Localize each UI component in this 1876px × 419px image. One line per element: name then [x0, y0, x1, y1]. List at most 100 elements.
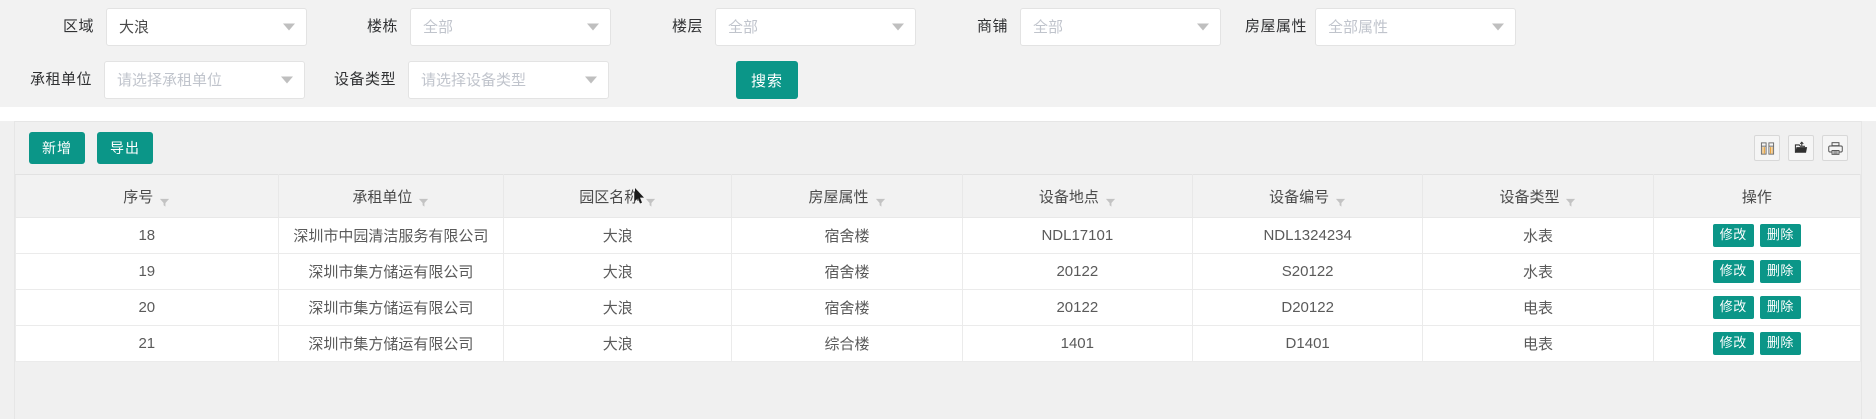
column-header-device_no[interactable]: 设备编号	[1191, 174, 1424, 218]
table-row[interactable]: 19 深圳市集方储运有限公司 大浪 宿舍楼 20122 S20122 水表 修改 删除	[15, 253, 1862, 290]
chevron-down-icon	[892, 23, 904, 30]
select-text: 全部属性	[1328, 19, 1389, 36]
select-text: 全部	[423, 19, 454, 36]
select-text: 请选择承租单位	[117, 72, 223, 89]
edit-button[interactable]: 修改	[1712, 224, 1754, 247]
add-button[interactable]: 新增	[29, 132, 85, 164]
select-text: 请选择设备类型	[421, 72, 527, 89]
column-header-label: 园区名称	[579, 188, 640, 206]
cell-tenant: 深圳市集方储运有限公司	[277, 253, 505, 290]
filter-funnel-icon[interactable]	[645, 195, 656, 207]
filter-funnel-icon[interactable]	[1335, 195, 1346, 207]
export-button[interactable]: 导出	[97, 132, 153, 164]
table-row[interactable]: 21 深圳市集方储运有限公司 大浪 综合楼 1401 D1401 电表 修改 删除	[15, 325, 1862, 362]
delete-button[interactable]: 删除	[1759, 224, 1801, 247]
filter-funnel-icon[interactable]	[159, 195, 170, 207]
edit-button[interactable]: 修改	[1712, 260, 1754, 283]
column-header-label: 操作	[1741, 188, 1772, 206]
cell-seq: 20	[15, 289, 279, 326]
table-row[interactable]: 20 深圳市集方储运有限公司 大浪 宿舍楼 20122 D20122 电表 修改 删除	[15, 289, 1862, 326]
search-button[interactable]: 搜索	[736, 61, 799, 99]
select-区域[interactable]: 大浪	[106, 7, 307, 46]
column-header-actions[interactable]: 操作	[1652, 174, 1862, 218]
panel-card-divider	[0, 107, 1876, 121]
filter-row-1: 区域 大浪 楼栋 全部 楼层 全部 商铺 全部 房屋属性 全部属性	[0, 0, 1876, 53]
cell-tenant: 深圳市集方储运有限公司	[277, 289, 505, 326]
filter-field-房屋属性: 房屋属性 全部属性	[1245, 0, 1516, 53]
filter-field-区域: 区域 大浪	[46, 0, 307, 53]
header-inner: 序号	[123, 186, 170, 207]
cell-park: 大浪	[503, 253, 733, 290]
table-header-row: 序号 承租单位 园区名称 房屋属性 设备地点 设备编号 设备类型 操作	[15, 174, 1862, 218]
delete-button[interactable]: 删除	[1759, 260, 1801, 283]
select-楼层[interactable]: 全部	[715, 7, 916, 46]
delete-button[interactable]: 删除	[1759, 332, 1801, 355]
column-header-label: 承租单位	[352, 188, 413, 206]
filter-funnel-icon[interactable]	[1565, 195, 1576, 207]
cell-house_type: 宿舍楼	[731, 289, 963, 326]
chevron-down-icon	[283, 23, 295, 30]
select-设备类型[interactable]: 请选择设备类型	[408, 60, 609, 99]
toolbar-icon-group	[1754, 135, 1848, 161]
header-inner: 设备编号	[1269, 186, 1346, 207]
cell-location: 20122	[961, 253, 1193, 290]
filter-field-楼层: 楼层 全部	[655, 0, 916, 53]
header-inner: 设备类型	[1499, 186, 1576, 207]
cell-house_type: 宿舍楼	[731, 253, 963, 290]
cell-device_type: 水表	[1422, 217, 1654, 254]
column-header-label: 设备编号	[1269, 188, 1330, 206]
select-楼栋[interactable]: 全部	[410, 7, 611, 46]
column-header-label: 设备类型	[1499, 188, 1560, 206]
filter-field-设备类型: 设备类型 请选择设备类型	[330, 53, 609, 106]
cell-device_no: D20122	[1191, 289, 1424, 326]
cell-park: 大浪	[503, 325, 733, 362]
cell-location: NDL17101	[961, 217, 1193, 254]
filter-label: 楼层	[671, 18, 703, 35]
column-header-label: 设备地点	[1038, 188, 1099, 206]
column-header-park[interactable]: 园区名称	[503, 174, 733, 218]
filter-funnel-icon[interactable]	[1105, 195, 1116, 207]
filter-field-商铺: 商铺 全部	[960, 0, 1221, 53]
cell-tenant: 深圳市中园清洁服务有限公司	[277, 217, 505, 254]
table-row[interactable]: 18 深圳市中园清洁服务有限公司 大浪 宿舍楼 NDL17101 NDL1324234 水表…	[15, 217, 1862, 254]
chevron-down-icon	[281, 76, 293, 83]
cell-device_type: 电表	[1422, 325, 1654, 362]
header-inner: 设备地点	[1039, 186, 1116, 207]
cell-tenant: 深圳市集方储运有限公司	[277, 325, 505, 362]
export-file-icon[interactable]	[1788, 135, 1814, 161]
filter-field-承租单位: 承租单位 请选择承租单位	[26, 53, 305, 106]
delete-button[interactable]: 删除	[1759, 296, 1801, 319]
column-header-house_type[interactable]: 房屋属性	[731, 174, 963, 218]
column-header-seq[interactable]: 序号	[15, 174, 279, 218]
header-inner: 房屋属性	[808, 186, 885, 207]
filter-funnel-icon[interactable]	[875, 195, 886, 207]
filter-funnel-icon[interactable]	[418, 195, 429, 207]
header-inner: 园区名称	[579, 186, 656, 207]
columns-icon[interactable]	[1754, 135, 1780, 161]
filter-label: 设备类型	[333, 71, 396, 88]
edit-button[interactable]: 修改	[1712, 332, 1754, 355]
card-toolbar: 新增 导出	[15, 122, 1861, 174]
column-header-tenant[interactable]: 承租单位	[277, 174, 505, 218]
cell-location: 1401	[961, 325, 1193, 362]
select-承租单位[interactable]: 请选择承租单位	[104, 60, 305, 99]
cell-actions: 修改 删除	[1652, 253, 1862, 290]
filter-label: 楼栋	[366, 18, 398, 35]
table-body: 18 深圳市中园清洁服务有限公司 大浪 宿舍楼 NDL17101 NDL1324234 水表…	[15, 217, 1862, 362]
column-header-location[interactable]: 设备地点	[961, 174, 1193, 218]
select-商铺[interactable]: 全部	[1020, 7, 1221, 46]
filter-label: 房屋属性	[1245, 18, 1308, 35]
print-icon[interactable]	[1822, 135, 1848, 161]
cell-seq: 18	[15, 217, 279, 254]
chevron-down-icon	[585, 76, 597, 83]
cell-device_no: S20122	[1191, 253, 1424, 290]
cell-house_type: 综合楼	[731, 325, 963, 362]
edit-button[interactable]: 修改	[1712, 296, 1754, 319]
cell-actions: 修改 删除	[1652, 325, 1862, 362]
header-inner: 操作	[1742, 186, 1772, 207]
device-table: 序号 承租单位 园区名称 房屋属性 设备地点 设备编号 设备类型 操作 18 深圳市中园清洁服务…	[15, 174, 1862, 362]
filter-label: 承租单位	[29, 71, 92, 88]
cell-device_no: D1401	[1191, 325, 1424, 362]
column-header-device_type[interactable]: 设备类型	[1422, 174, 1654, 218]
select-房屋属性[interactable]: 全部属性	[1315, 7, 1516, 46]
